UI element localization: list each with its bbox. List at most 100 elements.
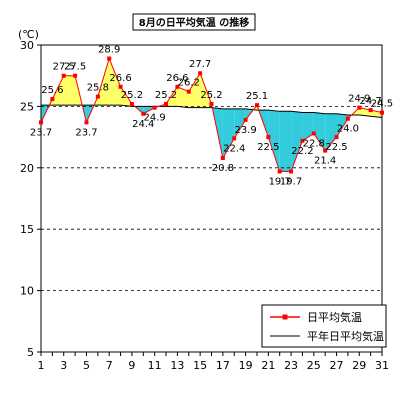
data-label-day-1: 23.7 xyxy=(30,127,52,138)
daily-temperature-points xyxy=(39,56,384,174)
legend: 日平均気温 平年日平均気温 xyxy=(261,304,387,348)
data-label-day-14: 26.2 xyxy=(178,78,200,89)
x-tick-label-25: 25 xyxy=(307,359,321,372)
fill-above-2-0 xyxy=(52,75,64,106)
data-label-day-4: 27.5 xyxy=(64,62,86,73)
legend-box xyxy=(261,304,387,348)
y-tick-label-10: 10 xyxy=(20,285,34,298)
fill-above-13-0 xyxy=(177,86,189,108)
data-label-day-7: 28.9 xyxy=(98,45,120,56)
chart-title: 8月の日平均気温 の推移 xyxy=(132,13,256,31)
data-label-day-24: 22.2 xyxy=(291,146,313,157)
data-point-day-4 xyxy=(73,73,78,78)
data-label-day-2: 25.6 xyxy=(41,85,63,96)
fill-below-26-0 xyxy=(325,113,337,151)
data-label-day-12: 25.2 xyxy=(155,90,177,101)
data-point-day-22 xyxy=(277,169,282,174)
x-tick-label-13: 13 xyxy=(170,359,184,372)
data-label-day-9: 25.2 xyxy=(121,90,143,101)
fill-above-3-0 xyxy=(63,75,76,106)
fill-above-30-0 xyxy=(370,110,382,118)
data-point-day-21 xyxy=(266,135,271,140)
data-point-day-27 xyxy=(334,135,339,140)
data-point-day-26 xyxy=(323,148,328,153)
y-tick-label-5: 5 xyxy=(27,346,34,359)
x-tick-label-29: 29 xyxy=(352,359,366,372)
x-tick-label-3: 3 xyxy=(60,359,67,372)
data-point-day-9 xyxy=(129,101,134,106)
fill-above-7-0 xyxy=(109,58,121,106)
data-label-day-3: 27.5 xyxy=(53,62,75,73)
data-label-day-11: 24.9 xyxy=(144,113,166,124)
data-point-day-24 xyxy=(300,138,305,143)
data-point-day-1 xyxy=(39,120,43,125)
data-label-day-22: 19.7 xyxy=(269,176,291,187)
fill-below-17-0 xyxy=(222,108,235,158)
x-tick-label-1: 1 xyxy=(38,359,45,372)
data-point-day-10 xyxy=(141,111,146,116)
data-labels: 23.7 25.6 27.527.5 23.7 25.8 28.9 26.6 25.2 24.4… xyxy=(30,45,393,188)
fill-above-6-0 xyxy=(97,58,110,106)
fill-areas xyxy=(41,58,382,172)
fill-below-21-0 xyxy=(268,110,280,172)
data-point-day-23 xyxy=(289,169,294,174)
data-point-day-8 xyxy=(118,84,123,89)
x-tick-label-15: 15 xyxy=(193,359,207,372)
x-tick-label-27: 27 xyxy=(330,359,344,372)
data-label-day-15: 27.7 xyxy=(189,59,211,70)
data-point-day-12 xyxy=(164,101,169,106)
data-point-day-5 xyxy=(84,120,89,125)
data-point-day-20 xyxy=(254,103,259,108)
normal-temperature-polyline xyxy=(41,104,383,118)
chart-title-text: 8月の日平均気温 の推移 xyxy=(139,16,249,29)
data-label-day-23: 19.7 xyxy=(280,176,302,187)
data-point-day-6 xyxy=(95,94,100,99)
x-tick-label-5: 5 xyxy=(83,359,90,372)
x-tick-label-7: 7 xyxy=(106,359,113,372)
data-point-day-19 xyxy=(243,117,248,122)
data-label-day-25: 22.8 xyxy=(303,138,325,149)
data-label-day-29: 24.9 xyxy=(348,94,370,105)
legend-normal-label: 平年日平均気温 xyxy=(307,329,384,343)
data-label-day-16: 25.2 xyxy=(200,90,222,101)
data-label-day-21: 22.5 xyxy=(257,142,279,153)
data-point-day-18 xyxy=(232,136,237,141)
fill-below-24-0 xyxy=(302,112,314,141)
chart-title-box xyxy=(132,13,256,31)
x-tick-label-17: 17 xyxy=(216,359,230,372)
x-tick-label-11: 11 xyxy=(148,359,162,372)
data-label-day-6: 25.8 xyxy=(87,83,109,94)
legend-daily-marker xyxy=(282,314,288,320)
data-label-day-18: 22.4 xyxy=(223,143,245,154)
x-tick-label-19: 19 xyxy=(239,359,253,372)
data-label-day-26: 21.4 xyxy=(314,156,336,167)
y-tick-label-15: 15 xyxy=(20,223,34,236)
data-point-day-28 xyxy=(345,116,350,121)
y-tick-label-25: 25 xyxy=(20,100,34,113)
x-tick-label-31: 31 xyxy=(375,359,389,372)
data-point-day-30 xyxy=(368,108,373,113)
x-tick-label-9: 9 xyxy=(128,359,135,372)
fill-below-22-0 xyxy=(279,111,292,172)
data-point-day-29 xyxy=(357,105,362,110)
y-tick-label-20: 20 xyxy=(20,162,34,175)
x-tick-label-21: 21 xyxy=(261,359,275,372)
data-label-day-31: 24.5 xyxy=(371,99,393,110)
data-label-day-19: 23.9 xyxy=(234,125,256,136)
data-label-day-28: 24.0 xyxy=(337,124,359,135)
fill-below-18-0 xyxy=(234,108,246,139)
data-point-day-11 xyxy=(152,105,157,110)
data-label-day-5: 23.7 xyxy=(75,127,97,138)
data-point-day-17 xyxy=(220,155,225,160)
data-point-day-14 xyxy=(186,89,191,94)
y-axis-unit: (℃) xyxy=(18,28,39,41)
axes xyxy=(37,44,383,356)
fill-below-25-0 xyxy=(313,112,326,151)
fill-above-14-0 xyxy=(188,73,201,108)
data-point-day-2 xyxy=(50,97,55,102)
data-point-day-16 xyxy=(209,101,214,106)
normal-temperature-line xyxy=(41,104,383,118)
data-label-day-17: 20.8 xyxy=(212,163,234,174)
data-label-day-13: 26.6 xyxy=(166,73,188,84)
